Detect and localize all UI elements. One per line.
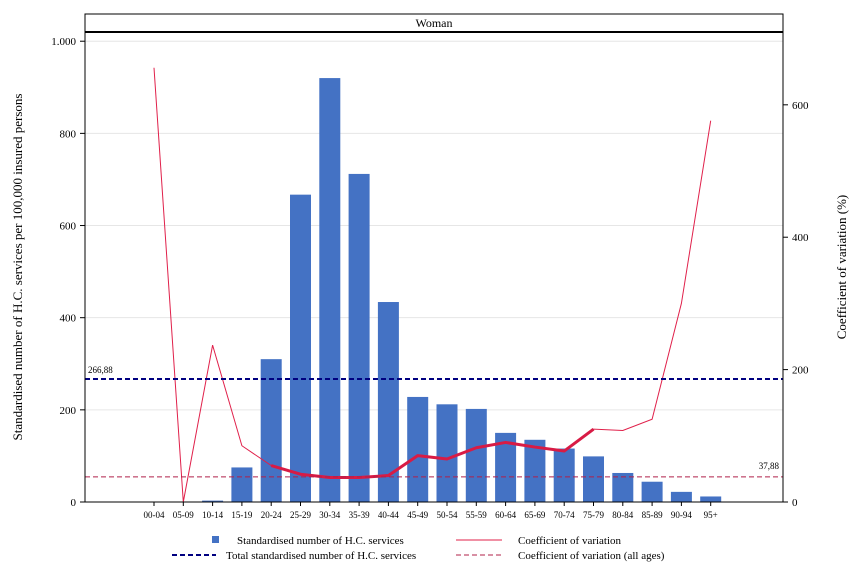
bar <box>319 78 341 502</box>
reference-lines: 266,88 37,88 <box>85 365 783 478</box>
x-axis-tick-label: 55-59 <box>466 510 487 520</box>
x-axis-tick-label: 65-69 <box>524 510 545 520</box>
x-axis-tick-label: 60-64 <box>495 510 516 520</box>
x-axis-tick-label: 80-84 <box>612 510 633 520</box>
left-axis-title: Standardised number of H.C. services per… <box>10 94 25 441</box>
bar <box>583 456 604 502</box>
left-axis: 0 200 400 600 800 1.000 <box>51 36 85 509</box>
bar <box>231 467 253 502</box>
x-axis-tick-label: 05-09 <box>173 510 194 520</box>
bar <box>612 472 634 502</box>
bar <box>290 194 311 502</box>
right-axis-tick-label: 0 <box>792 497 798 509</box>
bar <box>377 302 399 502</box>
x-axis-tick-label: 20-24 <box>261 510 282 520</box>
x-axis-tick-label: 70-74 <box>554 510 575 520</box>
bar <box>641 481 663 502</box>
bar <box>495 432 517 502</box>
right-axis-tick-label: 400 <box>792 232 809 244</box>
bar <box>202 500 224 502</box>
legend: Standardised number of H.C. services Coef… <box>172 535 665 562</box>
bar <box>465 408 487 502</box>
cv-line-series <box>153 67 712 503</box>
cv-all-ages-reference-label: 37,88 <box>759 461 780 471</box>
left-axis-tick-label: 400 <box>60 313 77 325</box>
right-axis-tick-label: 600 <box>792 100 809 112</box>
total-reference-label: 266,88 <box>88 365 113 375</box>
x-axis-tick-label: 25-29 <box>290 510 311 520</box>
x-axis-tick-label: 50-54 <box>437 510 458 520</box>
x-axis-tick-label: 85-89 <box>642 510 663 520</box>
legend-label-total: Total standardised number of H.C. servic… <box>226 550 416 562</box>
bar <box>553 448 575 502</box>
bar <box>348 173 370 502</box>
legend-label-cv-all: Coefficient of variation (all ages) <box>518 550 665 562</box>
bar <box>700 496 722 502</box>
x-axis-tick-label: 35-39 <box>349 510 370 520</box>
gridlines <box>85 40 783 411</box>
x-axis-tick-label: 90-94 <box>671 510 692 520</box>
left-axis-tick-label: 1.000 <box>51 36 76 48</box>
bar <box>407 396 429 502</box>
left-axis-tick-label: 200 <box>60 405 77 417</box>
left-axis-tick-label: 600 <box>60 221 77 233</box>
cv-line-highlight <box>270 427 595 480</box>
bar <box>260 359 282 502</box>
bar-series <box>202 78 722 502</box>
x-axis-tick-label: 75-79 <box>583 510 604 520</box>
right-axis: 0 200 400 600 <box>783 100 809 509</box>
left-axis-tick-label: 800 <box>60 128 77 140</box>
panel-title: Woman <box>415 16 452 30</box>
right-axis-tick-label: 200 <box>792 365 809 377</box>
x-axis-tick-label: 40-44 <box>378 510 399 520</box>
plot-frame <box>84 13 784 503</box>
x-axis-tick-label: 00-04 <box>144 510 165 520</box>
right-axis-title: Coefficient of variation (%) <box>834 195 849 340</box>
left-axis-tick-label: 0 <box>71 497 77 509</box>
bar <box>670 491 692 502</box>
x-axis-tick-label: 45-49 <box>407 510 428 520</box>
bar <box>524 439 546 502</box>
x-axis-tick-label: 30-34 <box>319 510 340 520</box>
x-axis-tick-label: 10-14 <box>202 510 223 520</box>
x-axis-tick-label: 95+ <box>704 510 718 520</box>
bar <box>436 404 458 502</box>
x-axis-tick-label: 15-19 <box>231 510 252 520</box>
legend-label-cv: Coefficient of variation <box>518 535 622 547</box>
legend-swatch-bars <box>212 536 219 543</box>
legend-label-bars: Standardised number of H.C. services <box>237 535 404 547</box>
x-axis: 00-04 05-09 10-14 15-19 20-24 25-29 30-34 35-39… <box>144 502 718 520</box>
